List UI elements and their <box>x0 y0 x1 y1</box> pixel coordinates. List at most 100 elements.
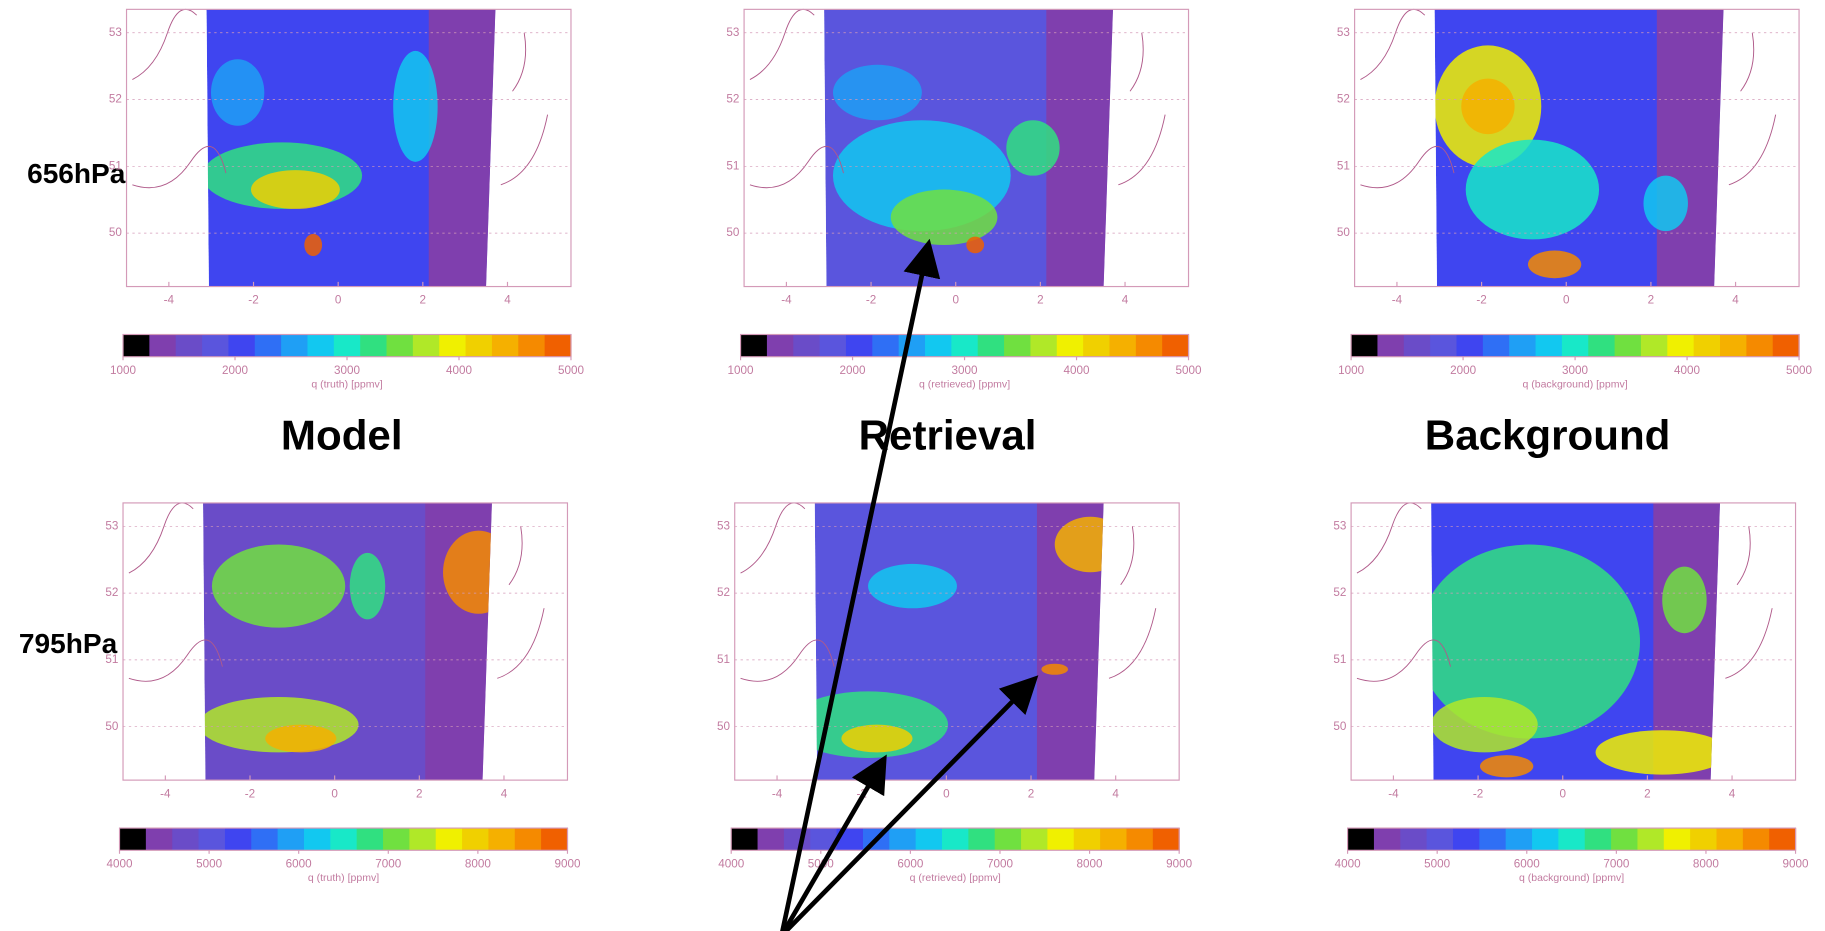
swath <box>1435 9 1746 286</box>
column-title: Background <box>1425 412 1671 459</box>
y-tick-label: 51 <box>1337 159 1350 172</box>
colorbar-box <box>439 335 466 357</box>
colorbar-box <box>172 828 199 850</box>
colorbar-box <box>488 828 515 850</box>
colorbar-box <box>1588 335 1615 357</box>
colorbar-box <box>1453 828 1480 850</box>
colorbar-box <box>1716 828 1743 850</box>
colorbar-tick-label: 4000 <box>1064 364 1091 377</box>
x-tick-label: -2 <box>1476 294 1486 307</box>
colorbar-box <box>916 828 943 850</box>
colorbar-box <box>1558 828 1585 850</box>
field-blob <box>1480 755 1533 777</box>
colorbar-box <box>228 335 255 357</box>
colorbar-box <box>1047 828 1074 850</box>
x-tick-label: -2 <box>1473 787 1483 800</box>
colorbar-box <box>741 335 768 357</box>
x-tick-label: -4 <box>781 294 792 307</box>
colorbar-tick-label: 8000 <box>1693 857 1720 870</box>
x-tick-label: 4 <box>1122 294 1129 307</box>
colorbar-box <box>1126 828 1153 850</box>
colorbar-box <box>1427 828 1454 850</box>
colorbar-box <box>758 828 785 850</box>
colorbar-box <box>925 335 952 357</box>
colorbar-tick-label: 8000 <box>1077 857 1104 870</box>
colorbar-tick-label: 5000 <box>1424 857 1451 870</box>
colorbar-box <box>1377 335 1404 357</box>
colorbar-box <box>1351 335 1378 357</box>
colorbar-box <box>1404 335 1431 357</box>
colorbar-box <box>541 828 568 850</box>
colorbar-box <box>1004 335 1031 357</box>
colorbar-box <box>307 335 334 357</box>
colorbar-box <box>518 335 545 357</box>
colorbar-box <box>334 335 361 357</box>
y-tick-label: 50 <box>1337 226 1351 239</box>
x-tick-label: 2 <box>1028 787 1035 800</box>
colorbar-box <box>978 335 1005 357</box>
colorbar-box <box>1109 335 1136 357</box>
y-tick-label: 50 <box>1333 720 1347 733</box>
colorbar-box <box>1743 828 1770 850</box>
colorbar-box <box>1483 335 1510 357</box>
colorbar-tick-label: 4000 <box>107 857 134 870</box>
colorbar-box <box>1611 828 1638 850</box>
colorbar-tick-label: 7000 <box>987 857 1014 870</box>
field-blob <box>1528 251 1581 279</box>
colorbar-tick-label: 5000 <box>1786 364 1813 377</box>
field-blob <box>1466 140 1599 240</box>
colorbar-box <box>436 828 463 850</box>
field-blob <box>891 190 998 245</box>
colorbar-box <box>1136 335 1163 357</box>
colorbar-box <box>995 828 1022 850</box>
x-tick-label: 0 <box>1559 787 1566 800</box>
colorbar-box <box>1690 828 1717 850</box>
colorbar-box <box>1430 335 1457 357</box>
colorbar-box <box>466 335 493 357</box>
colorbar-label: q (truth) [ppmv] <box>308 872 379 884</box>
colorbar-box <box>1021 828 1048 850</box>
swath <box>788 503 1126 780</box>
colorbar-box <box>1720 335 1747 357</box>
colorbar-tick-label: 6000 <box>897 857 924 870</box>
colorbar-box <box>1641 335 1668 357</box>
y-tick-label: 52 <box>726 93 739 106</box>
colorbar-box <box>1057 335 1084 357</box>
y-tick-label: 52 <box>1337 93 1350 106</box>
colorbar-box <box>1030 335 1057 357</box>
y-tick-label: 53 <box>1333 519 1346 532</box>
colorbar-tick-label: 4000 <box>446 364 473 377</box>
field-blob <box>211 59 264 126</box>
x-tick-label: 0 <box>952 294 959 307</box>
y-tick-label: 53 <box>726 26 739 39</box>
colorbar-tick-label: 9000 <box>554 857 581 870</box>
field-blob <box>1643 176 1687 231</box>
colorbar-box <box>387 335 414 357</box>
colorbar-box <box>1457 335 1484 357</box>
colorbar-box <box>968 828 995 850</box>
field-blob <box>833 65 922 120</box>
y-tick-label: 51 <box>726 159 739 172</box>
field-blob <box>1055 517 1126 572</box>
colorbar-tick-label: 9000 <box>1166 857 1193 870</box>
colorbar-box <box>146 828 173 850</box>
colorbar-box <box>1562 335 1589 357</box>
colorbar-tick-label: 1000 <box>110 364 137 377</box>
field-blob <box>1431 697 1538 752</box>
colorbar-tick-label: 7000 <box>375 857 402 870</box>
x-tick-label: 4 <box>1729 787 1736 800</box>
colorbar-box <box>899 335 926 357</box>
y-tick-label: 50 <box>726 226 740 239</box>
colorbar-box <box>176 335 203 357</box>
field-blob <box>1006 120 1059 175</box>
x-tick-label: 4 <box>1732 294 1739 307</box>
colorbar-label: q (truth) [ppmv] <box>311 379 382 391</box>
colorbar-box <box>281 335 308 357</box>
swath-strip <box>1657 9 1746 286</box>
field-blob <box>350 553 386 620</box>
map-panel: -4-202450515253400050006000700080009000q… <box>717 503 1193 884</box>
x-tick-label: -2 <box>248 294 258 307</box>
x-tick-label: 2 <box>420 294 427 307</box>
colorbar-tick-label: 3000 <box>334 364 361 377</box>
field-blob <box>212 545 345 628</box>
